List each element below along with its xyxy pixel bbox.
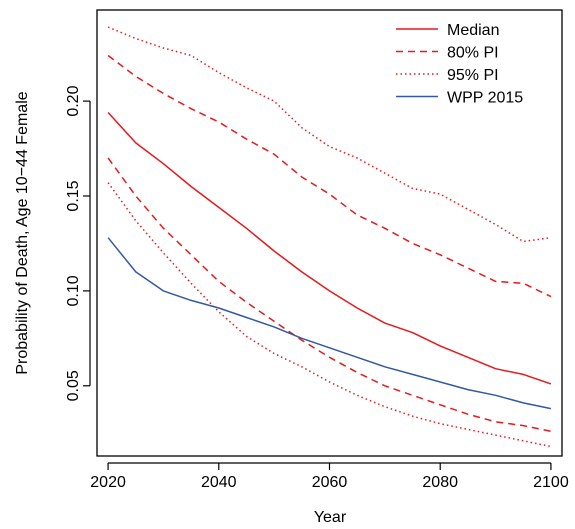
legend-label: Median (447, 22, 499, 39)
x-axis-title: Year (314, 509, 347, 526)
legend-label: 95% PI (447, 67, 499, 84)
y-tick-label: 0.05 (65, 370, 82, 401)
legend-label: WPP 2015 (447, 90, 523, 107)
x-tick-label: 2100 (533, 474, 569, 491)
x-tick-label: 2080 (422, 474, 458, 491)
legend-label: 80% PI (447, 45, 499, 62)
x-tick-label: 2040 (201, 474, 237, 491)
series-line-95-pi-lower (107, 182, 552, 448)
x-axis: 2020 2040 2060 2080 2100 (90, 462, 569, 491)
x-tick-label: 2020 (90, 474, 126, 491)
legend: Median 80% PI 95% PI WPP 2015 (396, 22, 523, 107)
y-tick-label: 0.10 (65, 275, 82, 306)
y-tick-label: 0.15 (65, 180, 82, 211)
y-tick-label: 0.20 (65, 85, 82, 116)
y-axis-title: Probability of Death, Age 10−44 Female (14, 91, 31, 374)
series-line-80-pi-upper (107, 54, 552, 298)
x-tick-label: 2060 (312, 474, 348, 491)
y-axis: 0.05 0.10 0.15 0.20 (65, 85, 91, 401)
series-line-median (107, 111, 552, 385)
series-line-wpp-2015 (107, 237, 552, 410)
series-line-80-pi-lower (107, 157, 552, 433)
plot-frame (96, 9, 563, 457)
series-layer (107, 26, 552, 448)
